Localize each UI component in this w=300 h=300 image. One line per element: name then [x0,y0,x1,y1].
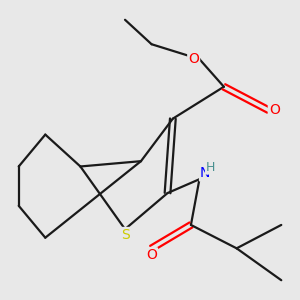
Text: O: O [188,52,199,66]
Text: O: O [269,103,280,117]
Text: S: S [121,228,129,242]
Text: N: N [200,167,210,181]
Text: O: O [146,248,157,262]
Text: H: H [206,160,215,174]
